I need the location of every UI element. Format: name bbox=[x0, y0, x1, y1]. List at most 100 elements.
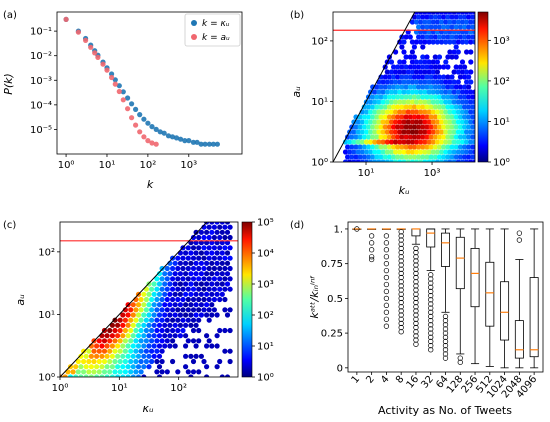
x-tick-label: 1 bbox=[350, 374, 363, 386]
heat-cell bbox=[130, 364, 136, 370]
heat-cell bbox=[88, 364, 94, 370]
heat-cell bbox=[420, 134, 426, 140]
heat-cell bbox=[428, 24, 434, 30]
heat-cell bbox=[424, 64, 430, 70]
heat-cell bbox=[214, 343, 220, 349]
heat-cell bbox=[104, 364, 110, 370]
heat-cell bbox=[462, 24, 468, 30]
colorbar-tick-label: 10³ bbox=[257, 280, 274, 291]
heat-cell bbox=[115, 343, 121, 349]
heat-cell bbox=[455, 12, 461, 15]
heat-cell bbox=[409, 119, 415, 125]
box-outlier bbox=[368, 247, 375, 253]
heat-cell bbox=[424, 124, 430, 130]
heat-cell bbox=[185, 296, 191, 303]
heat-cell bbox=[198, 229, 204, 235]
heat-cell bbox=[190, 286, 197, 292]
x-tick-label: 10² bbox=[170, 383, 187, 394]
heat-cell bbox=[365, 144, 372, 150]
box-outlier bbox=[428, 284, 434, 290]
heat-cell bbox=[472, 149, 475, 155]
heat-cell bbox=[382, 154, 388, 160]
heat-cell bbox=[211, 265, 217, 272]
heat-cell bbox=[151, 312, 157, 318]
box-outlier bbox=[398, 229, 404, 235]
box-outlier bbox=[428, 301, 434, 307]
heat-cell bbox=[466, 84, 472, 90]
y-tick-label: 10¹ bbox=[38, 310, 55, 321]
heat-cell bbox=[436, 64, 443, 70]
heat-cell bbox=[457, 144, 463, 150]
heat-cell bbox=[428, 104, 434, 110]
heat-cell bbox=[380, 129, 386, 135]
heat-cell bbox=[361, 104, 367, 110]
heat-cell bbox=[464, 39, 470, 45]
heat-cell bbox=[439, 39, 445, 45]
heat-cell bbox=[411, 154, 417, 160]
series-0-point bbox=[165, 133, 172, 139]
heat-cell bbox=[188, 281, 194, 287]
heat-cell bbox=[130, 302, 136, 308]
heat-cell bbox=[170, 327, 176, 334]
heat-cell bbox=[159, 307, 165, 313]
heat-cell bbox=[355, 129, 361, 135]
heat-cell bbox=[449, 74, 455, 80]
heat-cell bbox=[376, 129, 382, 135]
heat-cell bbox=[185, 265, 191, 272]
heat-cell bbox=[104, 353, 110, 359]
heat-cell bbox=[180, 286, 186, 292]
heat-cell bbox=[368, 99, 374, 105]
heat-cell bbox=[418, 109, 424, 115]
heat-cell bbox=[361, 124, 367, 130]
heat-cell bbox=[420, 104, 426, 110]
panel-c-ticks: 10⁰ 10¹ 10² 10⁰ 10¹ 10² bbox=[38, 247, 187, 394]
heat-cell bbox=[347, 149, 353, 155]
heat-cell bbox=[445, 104, 451, 110]
heat-cell bbox=[401, 109, 407, 115]
heat-cell bbox=[180, 307, 186, 313]
heat-cell bbox=[156, 302, 163, 308]
series-1-point bbox=[125, 106, 131, 112]
heat-cell bbox=[424, 104, 430, 110]
heat-cell bbox=[151, 333, 157, 339]
heat-cell bbox=[83, 374, 89, 377]
heat-cell bbox=[401, 79, 407, 85]
heat-cell bbox=[138, 317, 144, 323]
y-tick-label: 10⁻⁴ bbox=[30, 100, 52, 111]
x-tick-label: 10² bbox=[140, 160, 157, 171]
heat-cell bbox=[135, 343, 142, 349]
heat-cell bbox=[401, 69, 407, 75]
heat-cell bbox=[420, 64, 426, 70]
heat-cell bbox=[351, 149, 357, 155]
heat-cell bbox=[107, 338, 113, 344]
heat-cell bbox=[370, 144, 376, 150]
heat-cell bbox=[462, 114, 468, 120]
heat-cell bbox=[219, 250, 225, 256]
heat-cell bbox=[397, 129, 403, 135]
heat-cell bbox=[227, 234, 233, 241]
heat-cell bbox=[217, 286, 223, 292]
heat-cell bbox=[453, 54, 459, 60]
heat-cell bbox=[432, 74, 438, 80]
heat-cell bbox=[455, 129, 461, 135]
heat-cell bbox=[206, 265, 212, 272]
heat-cell bbox=[172, 291, 178, 297]
heat-cell bbox=[135, 302, 142, 308]
heat-cell bbox=[149, 307, 155, 313]
heat-cell bbox=[395, 64, 401, 70]
heat-cell bbox=[222, 224, 228, 230]
heat-cell bbox=[70, 369, 76, 375]
heat-cell bbox=[357, 154, 363, 160]
heat-cell bbox=[361, 154, 367, 160]
heat-cell bbox=[388, 59, 395, 65]
heat-cell bbox=[405, 89, 411, 95]
heat-cell bbox=[104, 333, 110, 339]
x-tick-label: 10⁰ bbox=[52, 383, 69, 394]
heat-cell bbox=[149, 358, 155, 365]
heat-cell bbox=[183, 250, 189, 256]
heat-cell bbox=[466, 114, 472, 120]
heat-cell bbox=[393, 99, 399, 105]
box-body bbox=[500, 281, 510, 341]
heat-cell bbox=[172, 343, 178, 349]
